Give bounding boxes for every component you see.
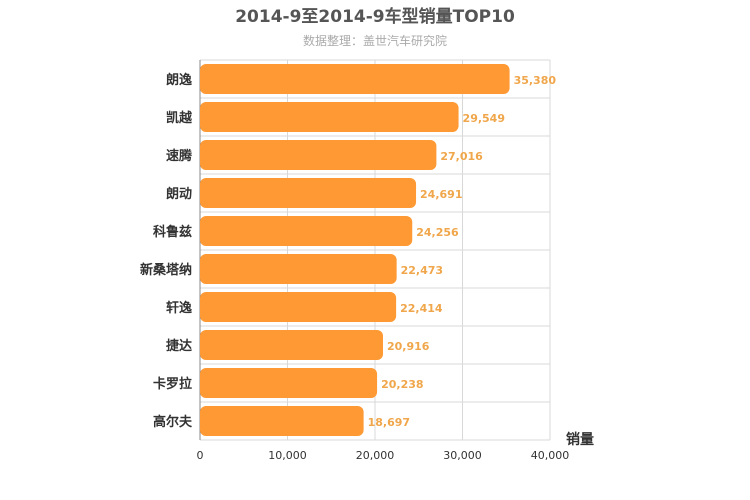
category-label: 卡罗拉 [153, 376, 192, 392]
bar[interactable] [200, 330, 384, 360]
bar[interactable] [200, 64, 510, 94]
category-label: 朗逸 [166, 72, 192, 88]
bar[interactable] [200, 102, 459, 132]
x-tick-label: 20,000 [356, 449, 395, 462]
bar[interactable] [200, 406, 364, 436]
category-label: 朗动 [166, 186, 192, 202]
bar[interactable] [200, 140, 437, 170]
data-label: 24,691 [420, 188, 462, 201]
data-label: 27,016 [440, 150, 483, 163]
category-label: 科鲁兹 [153, 224, 192, 240]
category-label: 高尔夫 [153, 414, 193, 430]
bar[interactable] [200, 254, 397, 284]
bar-layer [200, 64, 510, 436]
x-tick-label: 0 [197, 449, 204, 462]
category-label: 新桑塔纳 [140, 262, 192, 278]
chart-title: 2014-9至2014-9车型销量TOP10 [235, 6, 515, 27]
data-label: 29,549 [463, 112, 505, 125]
x-axis-ticks: 0 10,000 20,000 30,000 40,000 [197, 449, 570, 462]
bar[interactable] [200, 178, 417, 208]
category-label: 轩逸 [166, 300, 192, 316]
x-tick-label: 40,000 [531, 449, 570, 462]
data-label: 35,380 [514, 74, 557, 87]
x-axis-title: 销量 [566, 431, 594, 448]
category-label: 速腾 [166, 148, 193, 164]
bar[interactable] [200, 216, 413, 246]
data-label: 18,697 [368, 416, 410, 429]
chart-subtitle: 数据整理：盖世汽车研究院 [303, 33, 447, 48]
bar[interactable] [200, 292, 397, 322]
data-label: 20,916 [387, 340, 430, 353]
data-label: 22,414 [400, 302, 443, 315]
bar[interactable] [200, 368, 378, 398]
x-tick-label: 10,000 [268, 449, 307, 462]
category-label: 凯越 [166, 110, 193, 126]
data-label: 20,238 [381, 378, 423, 391]
data-label: 24,256 [416, 226, 459, 239]
x-tick-label: 30,000 [443, 449, 482, 462]
data-label: 22,473 [401, 264, 443, 277]
category-label: 捷达 [166, 338, 192, 354]
data-labels: 35,380 29,549 27,016 24,691 24,256 22,473 22,4… [368, 74, 557, 429]
